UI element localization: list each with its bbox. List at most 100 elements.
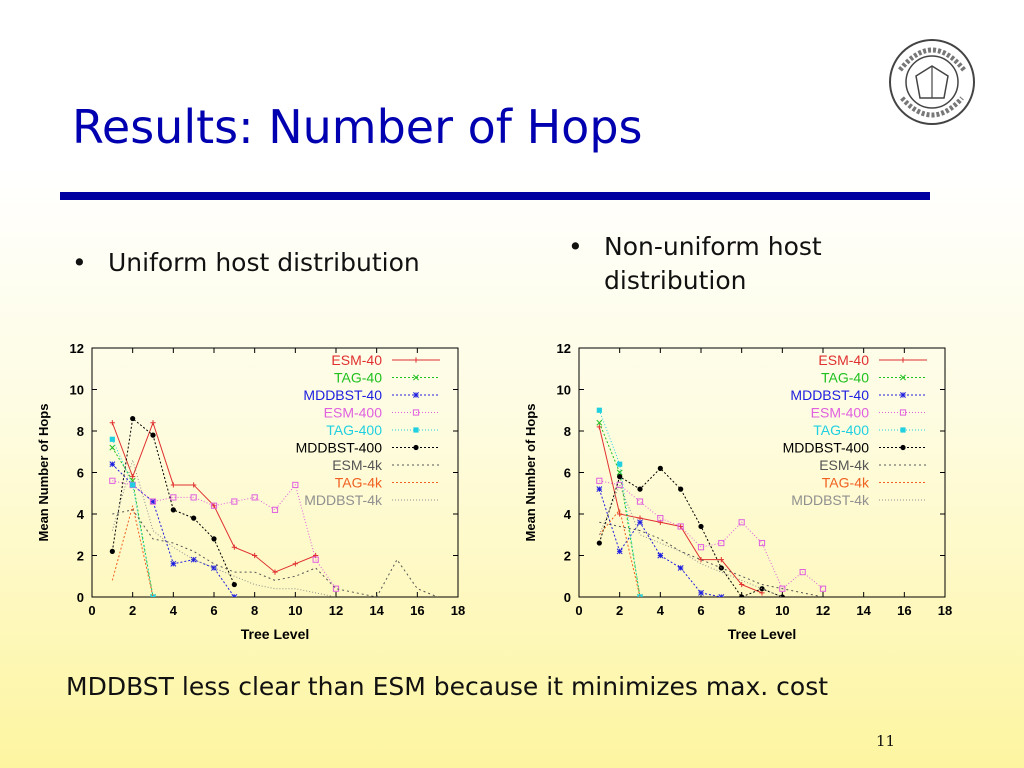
x-tick-label: 18 bbox=[451, 603, 465, 618]
slide-title: Results: Number of Hops bbox=[72, 100, 643, 154]
data-point-tag-400 bbox=[130, 482, 136, 488]
data-point-esm-400 bbox=[170, 494, 177, 501]
y-tick-label: 8 bbox=[564, 424, 571, 439]
legend-marker-mddbst-40 bbox=[413, 392, 419, 398]
series-mddbst-40 bbox=[596, 486, 725, 597]
bullet-text: Non-uniform host distribution bbox=[604, 232, 822, 295]
data-point-mddbst-400 bbox=[637, 486, 643, 492]
data-point-esm-400 bbox=[758, 539, 766, 547]
legend-marker-mddbst-40 bbox=[900, 392, 906, 398]
legend-marker-tag-400 bbox=[900, 427, 906, 433]
x-tick-label: 12 bbox=[816, 603, 830, 618]
data-point-esm-40 bbox=[272, 569, 278, 575]
data-point-mddbst-400 bbox=[617, 474, 623, 480]
legend-marker-esm-40 bbox=[900, 357, 906, 363]
x-tick-label: 16 bbox=[410, 603, 424, 618]
series-esm-4k bbox=[112, 509, 438, 597]
x-tick-label: 2 bbox=[129, 603, 136, 618]
legend-label-esm-400: ESM-400 bbox=[811, 405, 870, 421]
y-tick-label: 4 bbox=[77, 507, 85, 522]
series-line-mddbst-400 bbox=[111, 417, 235, 585]
data-point-tag-40 bbox=[109, 444, 116, 451]
series-tag-40 bbox=[596, 419, 643, 597]
series-line-mddbst-400 bbox=[598, 467, 783, 597]
y-axis-label: Mean Number of Hops bbox=[36, 404, 51, 542]
data-point-mddbst-400 bbox=[779, 594, 785, 597]
series-mddbst-40 bbox=[109, 461, 238, 597]
data-point-mddbst-400 bbox=[170, 507, 176, 513]
y-tick-label: 0 bbox=[564, 590, 571, 605]
data-point-esm-40 bbox=[109, 420, 115, 426]
series-line-esm-400 bbox=[112, 480, 337, 589]
x-tick-label: 14 bbox=[369, 603, 384, 618]
series-line-tag-4k bbox=[598, 508, 641, 597]
y-tick-label: 8 bbox=[77, 424, 84, 439]
data-point-esm-400 bbox=[312, 556, 319, 563]
data-point-tag-400 bbox=[109, 436, 115, 442]
data-point-mddbst-400 bbox=[759, 586, 765, 592]
data-point-mddbst-400 bbox=[150, 432, 156, 438]
plot-frame bbox=[578, 347, 946, 598]
series-mddbst-400 bbox=[109, 415, 237, 588]
series-line-tag-40 bbox=[111, 447, 154, 597]
series-line-esm-4k bbox=[599, 521, 824, 597]
legend-label-esm-400: ESM-400 bbox=[324, 405, 383, 421]
legend-marker-tag-40 bbox=[900, 374, 906, 381]
x-tick-label: 16 bbox=[897, 603, 911, 618]
legend-marker-esm-40 bbox=[413, 357, 419, 363]
x-tick-label: 10 bbox=[288, 603, 302, 618]
x-tick-label: 8 bbox=[251, 603, 258, 618]
series-mddbst-4k bbox=[111, 458, 337, 597]
legend-label-mddbst-40: MDDBST-40 bbox=[790, 387, 869, 403]
y-tick-label: 6 bbox=[77, 466, 84, 481]
data-point-mddbst-40 bbox=[150, 498, 156, 505]
data-point-esm-400 bbox=[779, 585, 786, 592]
data-point-mddbst-400 bbox=[698, 523, 704, 530]
conclusion-text: MDDBST less clear than ESM because it mi… bbox=[66, 672, 829, 701]
plot-frame bbox=[91, 347, 459, 598]
data-point-esm-40 bbox=[292, 561, 298, 567]
data-point-mddbst-400 bbox=[231, 581, 237, 588]
x-tick-label: 4 bbox=[170, 603, 178, 618]
data-point-mddbst-40 bbox=[698, 589, 704, 596]
data-point-mddbst-400 bbox=[678, 486, 684, 492]
series-line-esm-40 bbox=[111, 421, 316, 573]
x-tick-label: 6 bbox=[210, 603, 217, 618]
legend-label-esm-4k: ESM-4k bbox=[332, 457, 383, 473]
series-tag-4k bbox=[598, 508, 641, 597]
y-tick-label: 4 bbox=[564, 507, 572, 522]
data-point-mddbst-40 bbox=[190, 556, 197, 563]
data-point-esm-40 bbox=[252, 552, 258, 559]
data-point-mddbst-40 bbox=[170, 560, 177, 567]
y-tick-label: 10 bbox=[70, 383, 84, 398]
series-line-tag-4k bbox=[111, 505, 154, 597]
legend-marker-esm-400 bbox=[412, 409, 420, 416]
y-tick-label: 12 bbox=[557, 341, 571, 356]
series-tag-4k bbox=[111, 505, 154, 597]
page-number: 11 bbox=[876, 732, 896, 750]
data-point-tag-400 bbox=[596, 407, 602, 413]
series-esm-40 bbox=[109, 420, 319, 575]
data-point-esm-400 bbox=[332, 585, 340, 592]
data-point-esm-40 bbox=[150, 420, 156, 426]
legend-marker-mddbst-400 bbox=[900, 444, 906, 451]
data-point-esm-40 bbox=[739, 581, 745, 588]
series-esm-4k bbox=[599, 521, 824, 597]
chart-non-uniform: 0 2 4 6 8 10 12 14 16 18 0 2 4 6 8 10 12 Tree Level Mean N… bbox=[517, 336, 962, 656]
data-point-tag-40 bbox=[616, 469, 623, 476]
data-point-esm-400 bbox=[718, 539, 725, 547]
legend-marker-tag-40 bbox=[413, 374, 419, 381]
data-point-esm-400 bbox=[819, 585, 827, 592]
data-point-esm-400 bbox=[109, 477, 116, 484]
x-tick-label: 10 bbox=[775, 603, 789, 618]
data-point-esm-400 bbox=[210, 502, 218, 509]
legend-label-mddbst-4k: MDDBST-4k bbox=[791, 492, 870, 508]
title-underline bbox=[60, 192, 930, 200]
bullet-uniform: • Uniform host distribution bbox=[72, 246, 488, 280]
data-point-esm-40 bbox=[698, 557, 704, 563]
series-mddbst-400 bbox=[596, 465, 785, 597]
bullet-marker: • bbox=[568, 232, 583, 261]
legend-label-mddbst-40: MDDBST-40 bbox=[303, 387, 382, 403]
data-point-mddbst-40 bbox=[718, 594, 725, 597]
x-axis-label: Tree Level bbox=[728, 626, 797, 642]
